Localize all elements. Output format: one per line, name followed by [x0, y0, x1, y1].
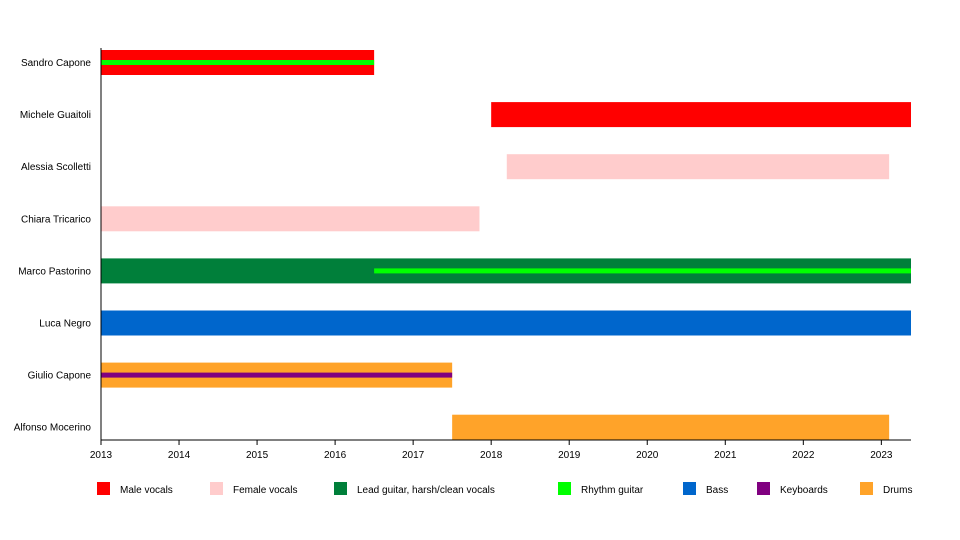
- legend-item-keys: Keyboards: [757, 482, 828, 496]
- legend-item-lead: Lead guitar, harsh/clean vocals: [334, 482, 495, 496]
- x-tick-label: 2020: [636, 450, 659, 461]
- legend-label: Rhythm guitar: [581, 485, 644, 496]
- legend-swatch: [334, 482, 347, 495]
- member-label: Michele Guaitoli: [20, 110, 91, 121]
- x-axis: 2013 2014 2015 2016 2017 2018 2019 2020 2021 2022…: [90, 48, 911, 461]
- legend-label: Female vocals: [233, 485, 297, 496]
- line-giulio-capone-keys: [101, 372, 453, 378]
- x-tick-label: 2019: [558, 450, 581, 461]
- bar-alfonso-mocerino-drums: [452, 414, 890, 440]
- member-label: Sandro Capone: [21, 58, 91, 69]
- line-sandro-capone-rhythm: [101, 60, 375, 65]
- x-tick-label: 2016: [324, 450, 347, 461]
- bars-layer: [101, 50, 911, 440]
- x-tick-label: 2018: [480, 450, 503, 461]
- legend-swatch: [757, 482, 770, 495]
- x-tick-label: 2023: [870, 450, 893, 461]
- legend-swatch: [97, 482, 110, 495]
- legend-item-rhythm: Rhythm guitar: [558, 482, 644, 496]
- member-label: Giulio Capone: [28, 371, 92, 382]
- x-tick-label: 2021: [714, 450, 737, 461]
- legend-label: Keyboards: [780, 485, 828, 496]
- legend-swatch: [558, 482, 571, 495]
- legend-swatch: [210, 482, 223, 495]
- legend-label: Lead guitar, harsh/clean vocals: [357, 485, 495, 496]
- bar-luca-negro-bass: [101, 310, 911, 336]
- legend-item-drums: Drums: [860, 482, 912, 496]
- x-tick-label: 2013: [90, 450, 113, 461]
- member-label: Alfonso Mocerino: [14, 423, 92, 434]
- legend-label: Male vocals: [120, 485, 173, 496]
- bar-chiara-tricarico-female: [101, 206, 480, 232]
- legend-item-bass: Bass: [683, 482, 728, 496]
- legend-swatch: [860, 482, 873, 495]
- member-labels: Sandro Capone Michele Guaitoli Alessia Sco…: [14, 58, 92, 434]
- legend-label: Drums: [883, 485, 912, 496]
- bar-alessia-scolletti-female: [506, 154, 890, 180]
- line-marco-pastorino-rhythm: [374, 268, 911, 274]
- member-label: Chiara Tricarico: [21, 214, 91, 225]
- x-tick-label: 2017: [402, 450, 425, 461]
- legend-item-male: Male vocals: [97, 482, 173, 496]
- legend-label: Bass: [706, 485, 728, 496]
- legend: Male vocals Female vocals Lead guitar, har…: [97, 482, 912, 496]
- member-label: Luca Negro: [39, 319, 91, 330]
- x-tick-label: 2014: [168, 450, 191, 461]
- member-label: Alessia Scolletti: [21, 162, 91, 173]
- x-tick-label: 2022: [792, 450, 815, 461]
- legend-item-female: Female vocals: [210, 482, 297, 496]
- x-tick-label: 2015: [246, 450, 269, 461]
- member-label: Marco Pastorino: [18, 266, 91, 277]
- legend-swatch: [683, 482, 696, 495]
- bar-michele-guaitoli-male: [491, 102, 911, 128]
